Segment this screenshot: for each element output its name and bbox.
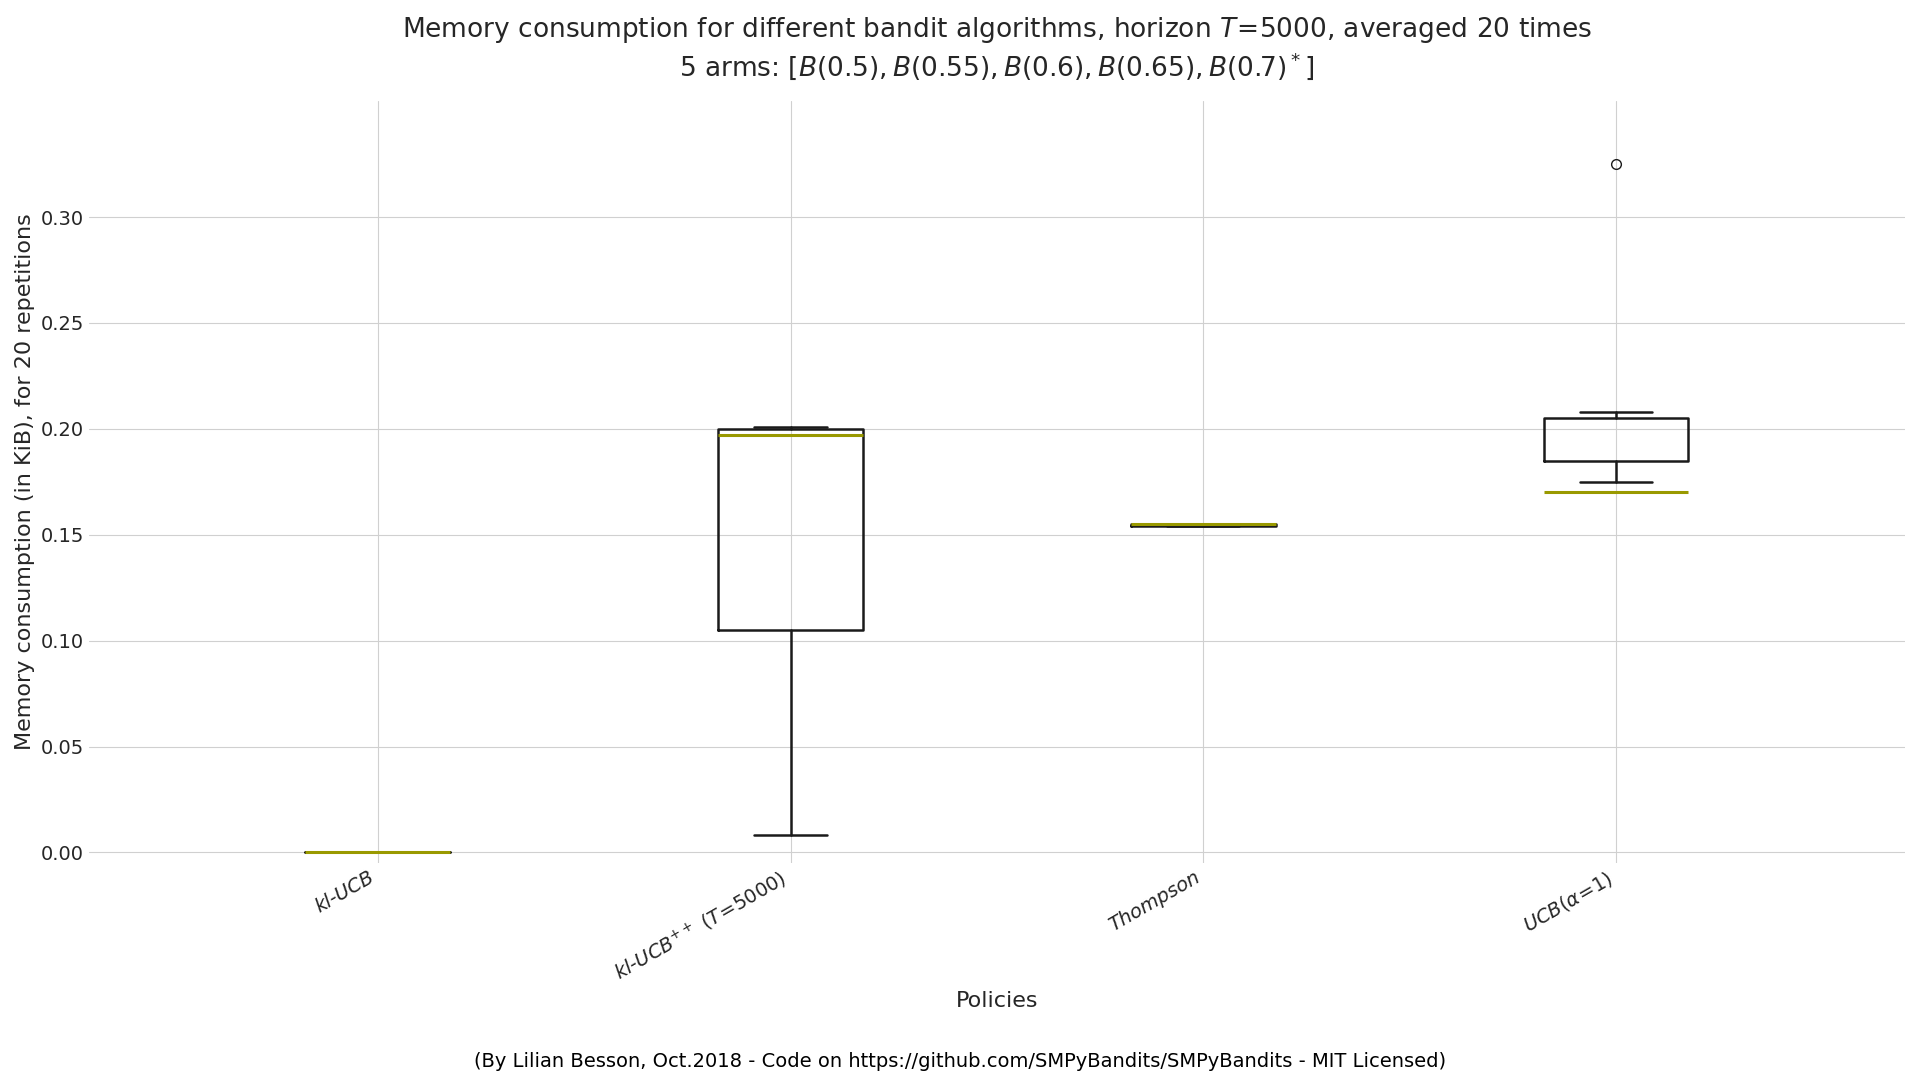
X-axis label: Policies: Policies	[956, 991, 1039, 1011]
Text: (By Lilian Besson, Oct.2018 - Code on https://github.com/SMPyBandits/SMPyBandits: (By Lilian Besson, Oct.2018 - Code on ht…	[474, 1052, 1446, 1071]
Y-axis label: Memory consumption (in KiB), for 20 repetitions: Memory consumption (in KiB), for 20 repe…	[15, 214, 35, 751]
Title: Memory consumption for different bandit algorithms, horizon $T\!=\!5000$, averag: Memory consumption for different bandit …	[401, 15, 1592, 82]
